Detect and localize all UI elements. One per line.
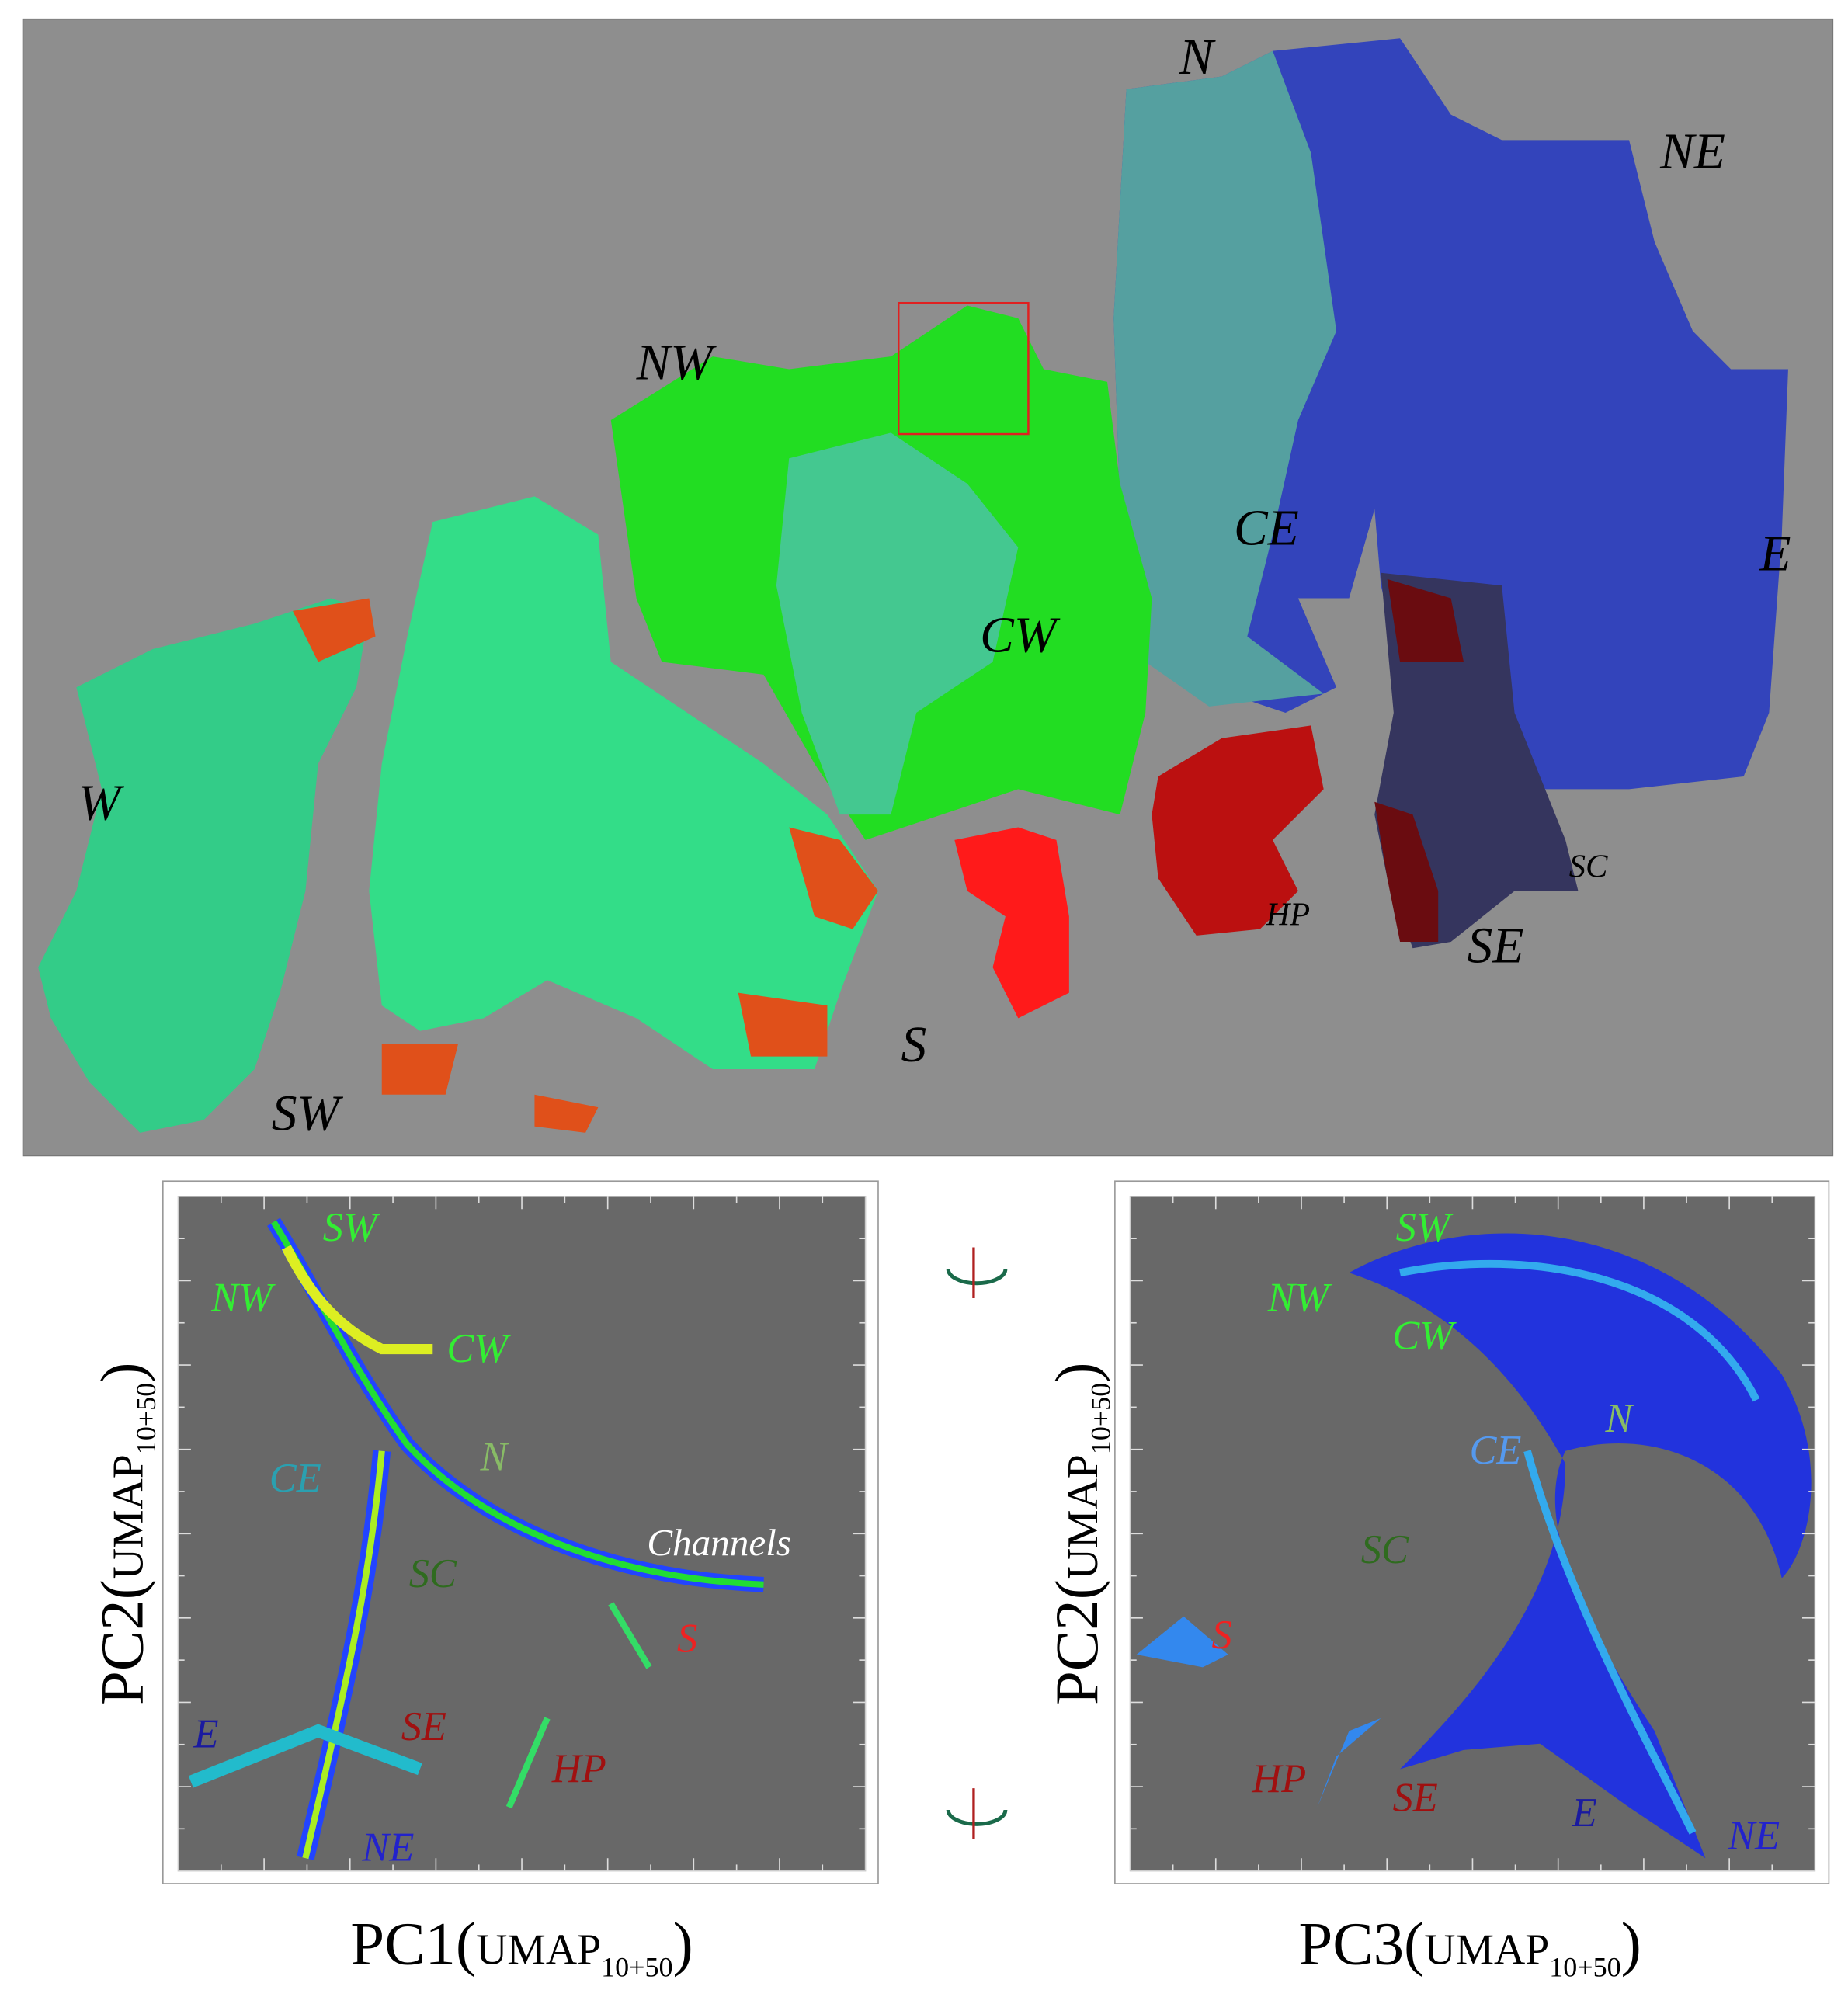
axis-suffix: ) bbox=[1044, 1363, 1111, 1383]
axis-prefix: PC3( bbox=[1298, 1910, 1424, 1978]
plot-label: SW bbox=[323, 1205, 380, 1250]
plot-label: S bbox=[1211, 1613, 1231, 1658]
map bbox=[22, 18, 1834, 1157]
axis-main: UMAP bbox=[105, 1454, 153, 1579]
plot-label: NW bbox=[210, 1275, 276, 1320]
map-label: CW bbox=[980, 607, 1061, 663]
map-label: SC bbox=[1569, 848, 1608, 884]
axis-sub: 10+50 bbox=[130, 1383, 162, 1454]
density bbox=[1399, 1259, 1760, 1835]
map-label: W bbox=[78, 776, 125, 832]
density bbox=[505, 1602, 652, 1809]
plot-label: CE bbox=[269, 1456, 321, 1501]
map-label: SW bbox=[272, 1086, 344, 1142]
plot-label: SW bbox=[1396, 1205, 1454, 1250]
plot-label: NE bbox=[361, 1825, 414, 1870]
map-region bbox=[954, 827, 1069, 1019]
axis-prefix: PC2( bbox=[89, 1579, 157, 1705]
plot-label: SE bbox=[1393, 1776, 1438, 1821]
map-region bbox=[369, 496, 878, 1069]
density bbox=[302, 1450, 385, 1860]
axis-suffix: ) bbox=[673, 1910, 693, 1978]
axis-label: PC3(UMAP10+50) bbox=[1298, 1910, 1641, 1982]
plot-label: CW bbox=[1392, 1314, 1457, 1359]
density bbox=[281, 1245, 433, 1355]
axis-sub: 10+50 bbox=[1549, 1952, 1620, 1983]
map-region bbox=[776, 432, 1019, 815]
rotation-icon bbox=[946, 1247, 1008, 1839]
plot-label: N bbox=[1604, 1396, 1634, 1441]
density bbox=[188, 1724, 422, 1788]
axis-main: UMAP bbox=[476, 1926, 601, 1974]
map-label: NE bbox=[1659, 123, 1725, 179]
map-label: HP bbox=[1265, 897, 1310, 933]
map-label: NW bbox=[636, 335, 717, 391]
axis-label: PC1(UMAP10+50) bbox=[350, 1910, 693, 1982]
plot-label: N bbox=[479, 1434, 509, 1479]
map-region bbox=[1374, 578, 1464, 943]
map-label: SE bbox=[1468, 918, 1524, 974]
density bbox=[1136, 1616, 1381, 1808]
plot-label: SE bbox=[401, 1704, 446, 1749]
map-label: S bbox=[901, 1017, 926, 1073]
axis-main: UMAP bbox=[1424, 1926, 1549, 1974]
axis-label: PC2(UMAP10+50) bbox=[1044, 1363, 1116, 1705]
rotate-arrow bbox=[946, 1809, 1008, 1826]
axis-suffix: ) bbox=[1621, 1910, 1641, 1978]
plot-label: SC bbox=[409, 1551, 457, 1596]
plot-label: CE bbox=[1469, 1428, 1521, 1473]
plot-label: SC bbox=[1361, 1527, 1409, 1572]
plot-label: CW bbox=[446, 1326, 511, 1371]
axis-label: PC2(UMAP10+50) bbox=[89, 1363, 162, 1705]
plot-label: NW bbox=[1267, 1275, 1332, 1320]
map-label: E bbox=[1759, 526, 1791, 582]
axis-prefix: PC2( bbox=[1044, 1579, 1111, 1705]
axis-main: UMAP bbox=[1059, 1454, 1107, 1579]
density bbox=[1349, 1233, 1812, 1859]
left-plot bbox=[162, 1180, 879, 1884]
plot-label: NE bbox=[1727, 1814, 1780, 1859]
map-region bbox=[38, 598, 370, 1133]
plot-label: E bbox=[1572, 1790, 1597, 1836]
plot-label: HP bbox=[551, 1746, 606, 1791]
rotate-arrow bbox=[946, 1269, 1008, 1286]
map-region bbox=[1113, 50, 1337, 707]
plot-label: HP bbox=[1251, 1756, 1306, 1801]
plot-label: E bbox=[193, 1712, 219, 1757]
axis-sub: 10+50 bbox=[601, 1952, 672, 1983]
axis-sub: 10+50 bbox=[1085, 1383, 1116, 1454]
inset-box bbox=[897, 301, 1030, 436]
axis-suffix: ) bbox=[89, 1363, 157, 1383]
plot-label: S bbox=[677, 1617, 697, 1662]
plot-label: Channels bbox=[647, 1521, 791, 1564]
map-region bbox=[1152, 725, 1324, 936]
axis-prefix: PC1( bbox=[350, 1910, 476, 1978]
right-plot bbox=[1114, 1180, 1830, 1884]
map-label: N bbox=[1179, 30, 1216, 85]
map-label: CE bbox=[1234, 501, 1299, 557]
